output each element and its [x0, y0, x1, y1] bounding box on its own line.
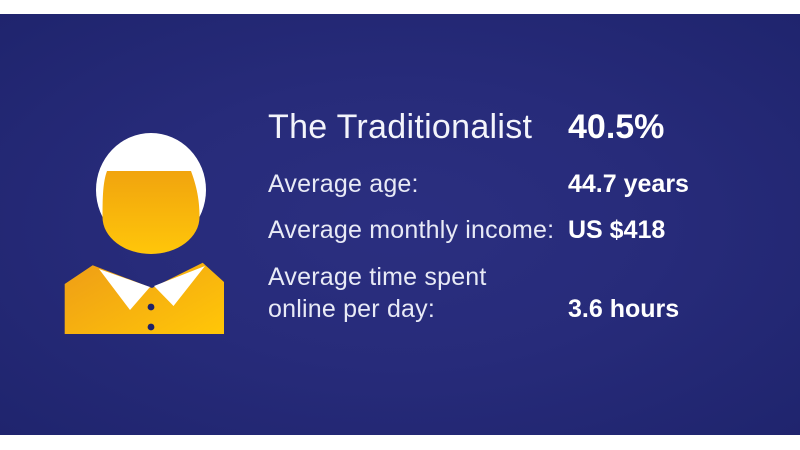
person-bust-icon [64, 133, 224, 334]
shirt-button [147, 323, 155, 331]
stat-value-average-age: 44.7 years [568, 170, 689, 198]
shirt-shape [64, 262, 224, 334]
stat-label-time-online: Average time spent online per day: [268, 263, 487, 323]
stat-label-monthly-income: Average monthly income: [268, 216, 555, 244]
persona-share-value: 40.5% [568, 108, 665, 146]
persona-title: The Traditionalist [268, 108, 533, 146]
face-shape [102, 171, 200, 254]
collar-left-shape [99, 269, 150, 310]
stat-label-average-age: Average age: [268, 170, 419, 198]
collar-right-shape [154, 266, 205, 306]
stat-value-monthly-income: US $418 [568, 216, 666, 244]
stat-value-time-online: 3.6 hours [568, 295, 680, 323]
shirt-button [147, 303, 155, 311]
